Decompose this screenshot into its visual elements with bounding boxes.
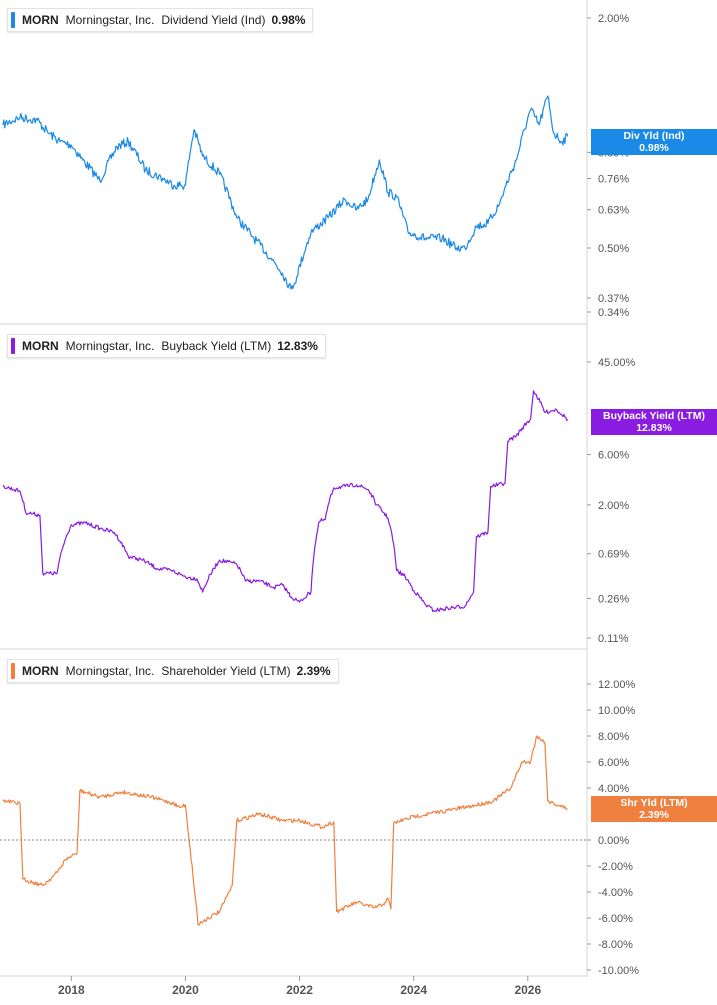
x-tick-label: 2020 — [172, 983, 199, 997]
legend-metric: Shareholder Yield (LTM) — [161, 664, 291, 678]
badge-shareholder-yield: Shr Yld (LTM) 2.39% — [591, 796, 717, 822]
legend-ticker: MORN — [22, 339, 59, 353]
series-line-shareholder-yield — [2, 735, 568, 926]
legend-company: Morningstar, Inc. — [65, 13, 155, 27]
badge-value: 12.83% — [636, 422, 672, 434]
legend-metric: Buyback Yield (LTM) — [161, 339, 272, 353]
x-tick-label: 2022 — [286, 983, 313, 997]
series-line-dividend-yield — [2, 95, 569, 290]
y-tick-label: 0.63% — [598, 205, 629, 217]
y-tick-label: 10.00% — [598, 705, 636, 717]
badge-label: Shr Yld (LTM) — [620, 797, 688, 809]
y-tick-label: 12.00% — [598, 679, 636, 691]
y-tick-label: -10.00% — [598, 965, 639, 977]
y-tick-label: -6.00% — [598, 913, 633, 925]
legend-dividend-yield[interactable]: MORN Morningstar, Inc. Dividend Yield (I… — [7, 8, 314, 32]
y-tick-label: 0.37% — [598, 293, 629, 305]
legend-metric: Dividend Yield (Ind) — [161, 13, 266, 27]
legend-value: 0.98% — [271, 13, 306, 27]
legend-ticker: MORN — [22, 664, 59, 678]
y-tick-label: -2.00% — [598, 861, 633, 873]
y-tick-label: 0.50% — [598, 243, 629, 255]
x-axis-ticks: 2018 2020 2022 2024 2026 — [58, 976, 541, 997]
y-tick-label: 8.00% — [598, 731, 629, 743]
x-tick-label: 2024 — [400, 983, 427, 997]
gridlines — [0, 0, 588, 977]
y-tick-label: -4.00% — [598, 887, 633, 899]
y-tick-label: 0.76% — [598, 174, 629, 186]
y-tick-label: 2.00% — [598, 500, 629, 512]
series-lines — [2, 95, 569, 926]
legend-buyback-yield[interactable]: MORN Morningstar, Inc. Buyback Yield (LT… — [7, 334, 326, 358]
y-tick-label: -8.00% — [598, 939, 633, 951]
series-line-buyback-yield — [2, 390, 569, 613]
badge-dividend-yield: Div Yld (Ind) 0.98% — [591, 129, 717, 155]
y-tick-label: 0.69% — [598, 549, 629, 561]
legend-color-swatch — [11, 338, 15, 354]
y-tick-label: 6.00% — [598, 757, 629, 769]
badge-value: 0.98% — [639, 142, 669, 154]
y-axis-ticks: 2.00%0.89%0.76%0.63%0.50%0.37%0.34%45.00… — [587, 13, 639, 977]
legend-value: 2.39% — [296, 664, 331, 678]
y-tick-label: 0.34% — [598, 307, 629, 319]
y-tick-label: 0.11% — [598, 633, 629, 645]
legend-value: 12.83% — [277, 339, 318, 353]
y-tick-label: 4.00% — [598, 783, 629, 795]
y-tick-label: 45.00% — [598, 357, 636, 369]
badge-label: Buyback Yield (LTM) — [603, 410, 705, 422]
legend-company: Morningstar, Inc. — [65, 664, 155, 678]
legend-shareholder-yield[interactable]: MORN Morningstar, Inc. Shareholder Yield… — [7, 659, 339, 683]
badge-label: Div Yld (Ind) — [623, 130, 685, 142]
badge-buyback-yield: Buyback Yield (LTM) 12.83% — [591, 409, 717, 435]
legend-color-swatch — [11, 12, 15, 28]
legend-company: Morningstar, Inc. — [65, 339, 155, 353]
y-tick-label: 2.00% — [598, 13, 629, 25]
legend-ticker: MORN — [22, 13, 59, 27]
badge-value: 2.39% — [639, 809, 669, 821]
x-tick-label: 2018 — [58, 983, 85, 997]
legend-color-swatch — [11, 663, 15, 679]
y-tick-label: 0.26% — [598, 594, 629, 606]
x-tick-label: 2026 — [514, 983, 541, 997]
y-tick-label: 6.00% — [598, 449, 629, 461]
y-tick-label: 0.00% — [598, 835, 629, 847]
